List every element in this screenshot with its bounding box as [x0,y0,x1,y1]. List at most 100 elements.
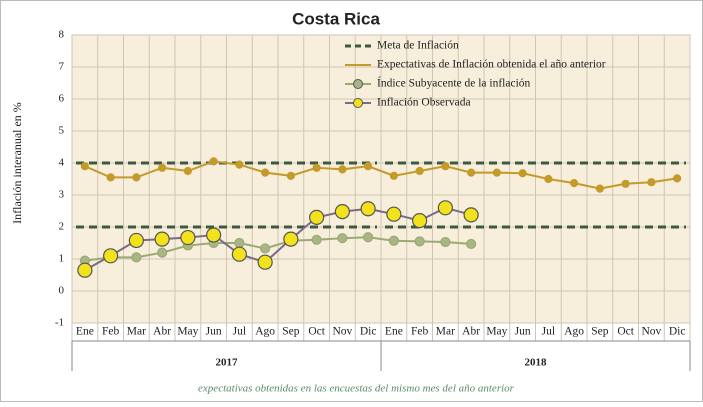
data-point [414,236,425,247]
x-tick-label: Jul [542,326,555,338]
data-point [337,233,348,244]
data-point [441,162,450,171]
data-point [257,254,273,270]
chart-title: Costa Rica [292,9,380,28]
x-tick-label: Jun [515,326,531,338]
data-point [80,162,89,171]
data-point [518,169,527,178]
y-axis-label: Inflación interanual en % [10,102,24,224]
legend-label: Inflación Observada [377,97,471,109]
footnote: expectativas obtenidas en las encuestas … [198,383,515,395]
x-tick-label: Abr [462,326,480,338]
series-line [84,236,472,262]
x-tick-label: Ene [385,326,403,338]
data-point [260,243,271,254]
data-point [415,166,424,176]
data-point [157,247,168,258]
series-line [84,206,472,272]
data-point [286,171,295,180]
x-tick-label: Ago [564,326,584,338]
data-point [77,262,93,278]
x-tick-label: Oct [308,326,325,338]
x-tick-label: Abr [153,326,171,338]
data-point [231,246,247,262]
data-point [209,157,218,166]
data-point [158,163,167,172]
legend-label: Expectativas de Inflación obtenida el añ… [377,59,606,71]
y-tick-label: -1 [55,317,64,329]
x-tick-label: Feb [102,326,120,338]
x-tick-label: Mar [127,326,146,338]
legend-label: Índice Subyacente de la inflación [377,76,531,90]
x-tick-label: Nov [641,326,661,338]
data-point [544,174,553,184]
data-point [261,168,270,177]
y-tick-label: 8 [59,29,65,41]
data-point [103,248,119,264]
x-tick-label: Mar [436,326,455,338]
y-tick-label: 6 [59,93,65,105]
y-tick-label: 0 [59,285,65,297]
y-tick-label: 4 [59,157,65,169]
data-point [389,171,398,180]
x-tick-label: Dic [669,326,686,338]
data-point [647,178,656,187]
data-point [466,238,477,250]
x-tick-label: Jun [206,326,222,338]
legend-label: Meta de Inflación [377,40,459,52]
legend-marker [353,79,363,89]
data-point [570,179,579,188]
data-point [106,173,115,182]
y-tick-label: 5 [59,125,65,137]
data-point [309,209,325,225]
data-point [183,166,192,176]
x-tick-label: Feb [411,326,429,338]
data-point [386,206,402,222]
data-point [463,207,479,223]
x-tick-label: Oct [617,326,634,338]
x-tick-label: Ago [255,326,275,338]
data-point [154,231,170,247]
data-point [492,168,501,177]
x-tick-label: May [177,326,198,338]
data-point [312,163,321,172]
series-line [84,160,678,190]
y-tick-label: 1 [59,253,65,265]
data-point [235,160,244,169]
data-point [388,235,399,246]
data-point [206,227,222,243]
data-point [412,213,428,229]
data-point [437,200,453,216]
data-point [440,236,451,248]
data-point [334,204,350,220]
y-tick-label: 3 [59,189,65,201]
x-tick-label: Nov [332,326,352,338]
x-tick-label: Ene [76,326,94,338]
group-label: 2017 [216,357,239,369]
data-point [363,232,374,243]
x-tick-label: Sep [282,326,300,338]
data-point [595,184,604,193]
data-point [311,234,322,245]
y-tick-label: 7 [59,61,65,73]
data-point [234,237,245,249]
data-point [283,231,299,247]
data-point [364,162,373,171]
x-tick-label: Sep [591,326,609,338]
data-point [128,232,144,249]
data-point [180,229,196,246]
group-label: 2018 [525,357,548,369]
data-point [131,252,142,263]
data-point [360,201,376,217]
data-point [673,174,682,183]
data-point [132,173,141,182]
data-point [467,168,476,177]
x-tick-label: Dic [360,326,377,338]
x-tick-label: May [486,326,507,338]
y-tick-label: 2 [59,221,65,233]
x-tick-label: Jul [233,326,246,338]
data-point [621,179,630,188]
data-point [338,165,347,174]
legend-marker [353,98,363,108]
